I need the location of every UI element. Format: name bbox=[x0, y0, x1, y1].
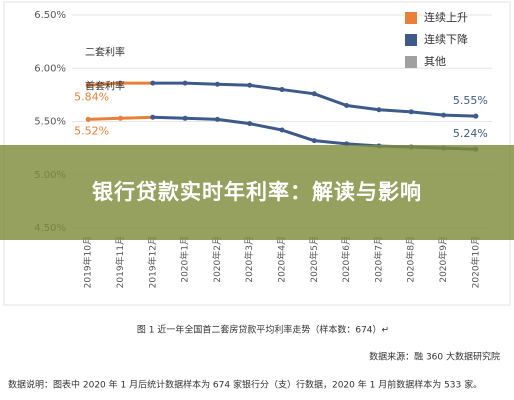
x-tick-label: 2020年6月 bbox=[340, 236, 352, 283]
point bbox=[441, 112, 447, 118]
y-tick-label: 6.50% bbox=[34, 10, 66, 21]
series-label: 二套利率 bbox=[85, 45, 125, 58]
caption: 图 1 近一年全国首二套房贷款平均利率走势（样本数：674）↵ bbox=[137, 324, 389, 336]
line-segment bbox=[281, 128, 315, 143]
line-segment bbox=[185, 116, 218, 121]
note: 数据说明：图表中 2020 年 1 月后统计数据样本为 674 家银行分（支）行… bbox=[8, 379, 482, 391]
point bbox=[279, 127, 285, 133]
point bbox=[473, 113, 479, 119]
line-segment bbox=[346, 104, 380, 112]
x-tick-label: 2020年7月 bbox=[372, 236, 384, 283]
value-label: 5.52% bbox=[74, 124, 109, 137]
line-segment bbox=[217, 117, 250, 126]
point bbox=[214, 81, 220, 87]
point bbox=[214, 116, 220, 122]
value-label: 5.24% bbox=[453, 127, 488, 140]
x-tick-label: 2020年2月 bbox=[211, 236, 223, 283]
line-segment bbox=[249, 122, 283, 132]
title-banner: 银行贷款实时年利率：解读与影响 bbox=[0, 145, 514, 240]
point bbox=[408, 109, 414, 115]
y-tick-label: 5.50% bbox=[34, 117, 66, 128]
point bbox=[117, 115, 123, 121]
legend-label: 连续上升 bbox=[424, 10, 468, 24]
line-segment bbox=[378, 108, 412, 114]
series-label: 首套利率 bbox=[85, 79, 125, 92]
x-tick-label: 2020年5月 bbox=[308, 236, 320, 283]
point bbox=[85, 116, 91, 122]
point bbox=[344, 103, 350, 109]
y-tick-label: 6.00% bbox=[34, 63, 66, 74]
line-segment bbox=[313, 92, 348, 107]
legend-label: 连续下降 bbox=[424, 32, 468, 46]
x-tick-label: 2019年11月 bbox=[114, 236, 126, 288]
point bbox=[182, 115, 188, 121]
point bbox=[311, 91, 317, 97]
line-segment bbox=[249, 83, 283, 92]
legend-swatch bbox=[405, 34, 417, 46]
line-segment bbox=[314, 139, 347, 146]
point bbox=[376, 107, 382, 113]
value-label: 5.84% bbox=[74, 90, 109, 103]
point bbox=[85, 82, 91, 88]
line-segment bbox=[152, 115, 186, 120]
point bbox=[311, 138, 317, 144]
x-tick-label: 2020年10月 bbox=[469, 236, 481, 288]
line-segment bbox=[443, 113, 476, 118]
x-tick-label: 2020年4月 bbox=[276, 236, 288, 283]
line-segment bbox=[217, 82, 250, 87]
banner-title: 银行贷款实时年利率：解读与影响 bbox=[92, 180, 422, 204]
legend-label: 其他 bbox=[424, 55, 446, 68]
x-tick-label: 2019年12月 bbox=[146, 236, 158, 288]
x-tick-label: 2019年10月 bbox=[82, 236, 94, 288]
line-segment bbox=[185, 81, 218, 86]
point bbox=[150, 80, 156, 86]
line-segment bbox=[88, 116, 121, 121]
point bbox=[247, 121, 253, 127]
x-tick-label: 2020年9月 bbox=[437, 236, 449, 283]
point bbox=[150, 114, 156, 120]
value-label: 5.55% bbox=[453, 94, 488, 107]
line-segment bbox=[281, 88, 315, 96]
point bbox=[117, 80, 123, 86]
legend-swatch bbox=[405, 56, 417, 68]
line-segment bbox=[120, 115, 153, 120]
x-tick-label: 2020年3月 bbox=[243, 236, 255, 283]
line-segment bbox=[88, 81, 121, 87]
x-tick-label: 2020年1月 bbox=[179, 236, 191, 283]
x-tick-label: 2020年8月 bbox=[405, 236, 417, 283]
line-segment bbox=[411, 110, 444, 117]
source: 数据来源：融 360 大数据研究院 bbox=[369, 351, 500, 363]
legend-swatch bbox=[405, 12, 417, 24]
point bbox=[182, 80, 188, 86]
point bbox=[247, 82, 253, 88]
point bbox=[279, 87, 285, 93]
